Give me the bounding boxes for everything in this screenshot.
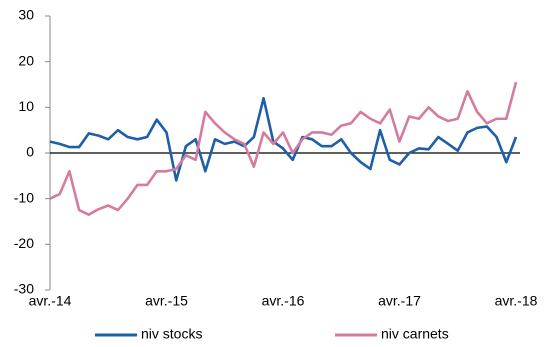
y-tick-label: 0 <box>26 144 34 160</box>
line-series <box>49 81 518 216</box>
y-tick-label: 20 <box>18 52 34 68</box>
y-tick-label: -10 <box>14 189 34 205</box>
y-tick-label: 10 <box>18 98 34 114</box>
legend-label: niv carnets <box>381 326 449 342</box>
x-tick-label: avr.-15 <box>145 293 188 309</box>
x-tick-label: avr.-14 <box>29 293 72 309</box>
x-tick-label: avr.-18 <box>495 293 538 309</box>
line-series <box>49 96 518 182</box>
legend-label: niv stocks <box>141 326 202 342</box>
x-tick-label: avr.-17 <box>378 293 421 309</box>
x-tick-label: avr.-16 <box>262 293 305 309</box>
y-tick-label: -30 <box>14 281 34 297</box>
y-tick-label: 30 <box>18 7 34 23</box>
y-tick-label: -20 <box>14 235 34 251</box>
